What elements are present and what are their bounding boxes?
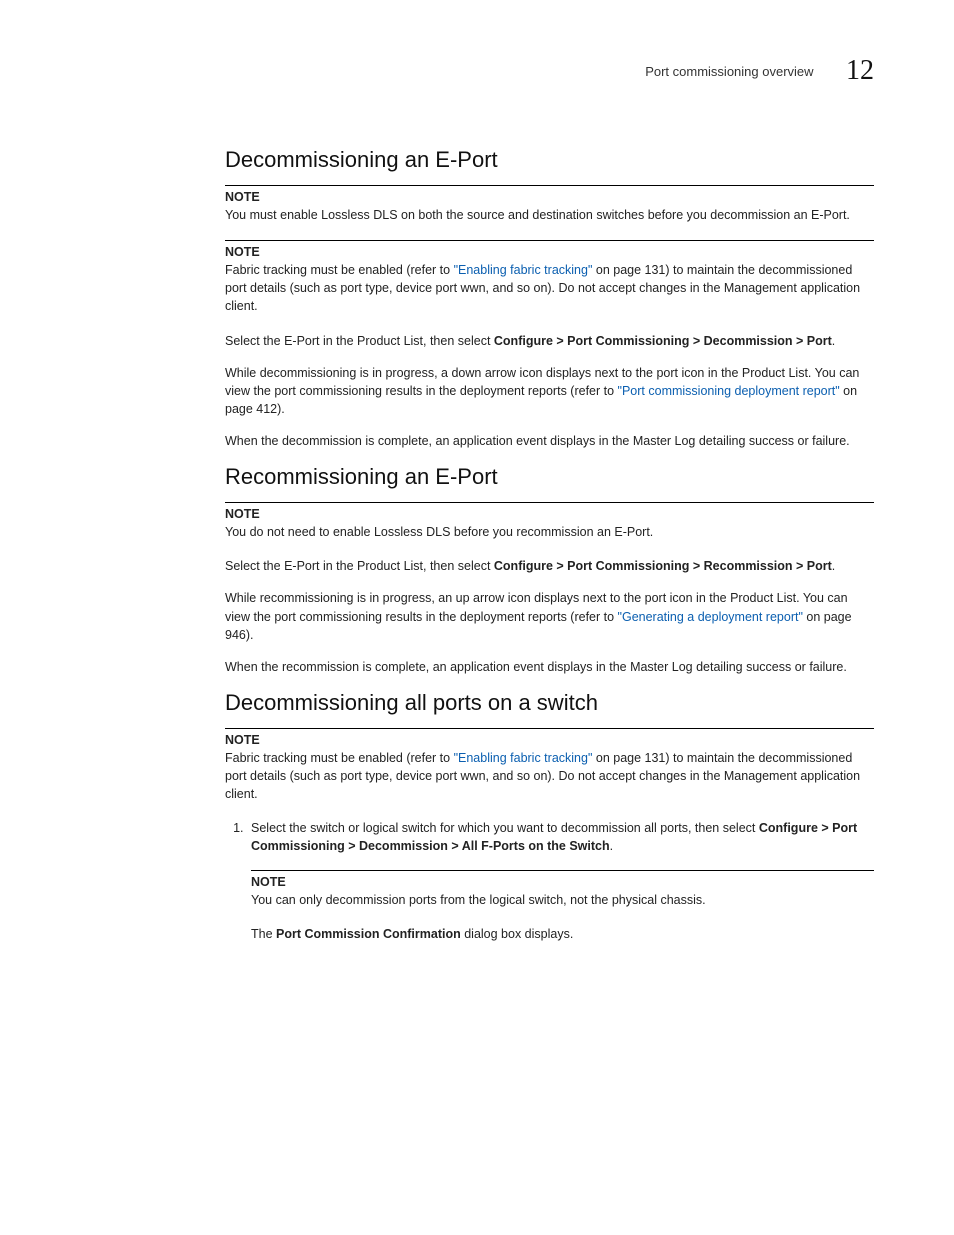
divider <box>251 870 874 871</box>
list-item: Select the switch or logical switch for … <box>247 819 874 855</box>
step-detail: NOTE You can only decommission ports fro… <box>251 870 874 943</box>
divider <box>225 185 874 186</box>
note-label: NOTE <box>225 507 874 521</box>
note-label: NOTE <box>225 733 874 747</box>
text-fragment: Fabric tracking must be enabled (refer t… <box>225 751 454 765</box>
note-label: NOTE <box>251 875 874 889</box>
heading-recommission-eport: Recommissioning an E-Port <box>225 464 874 490</box>
note-text: Fabric tracking must be enabled (refer t… <box>225 261 874 315</box>
paragraph: When the decommission is complete, an ap… <box>225 432 874 450</box>
divider <box>225 240 874 241</box>
paragraph: The Port Commission Confirmation dialog … <box>251 925 874 943</box>
divider <box>225 728 874 729</box>
page: Port commissioning overview 12 Decommiss… <box>0 0 954 1235</box>
paragraph: When the recommission is complete, an ap… <box>225 658 874 676</box>
text-fragment: dialog box displays. <box>461 927 574 941</box>
link-port-commissioning-report[interactable]: "Port commissioning deployment report" <box>618 384 840 398</box>
link-enabling-fabric-tracking[interactable]: "Enabling fabric tracking" <box>454 263 593 277</box>
ordered-list: Select the switch or logical switch for … <box>225 819 874 855</box>
divider <box>225 502 874 503</box>
menu-path: Configure > Port Commissioning > Decommi… <box>494 334 832 348</box>
paragraph: Select the E-Port in the Product List, t… <box>225 557 874 575</box>
paragraph: Select the E-Port in the Product List, t… <box>225 332 874 350</box>
note-block: NOTE You must enable Lossless DLS on bot… <box>225 185 874 224</box>
note-block: NOTE Fabric tracking must be enabled (re… <box>225 240 874 315</box>
text-fragment: The <box>251 927 276 941</box>
page-header: Port commissioning overview 12 <box>225 55 874 87</box>
paragraph: While decommissioning is in progress, a … <box>225 364 874 418</box>
note-text: You can only decommission ports from the… <box>251 891 874 909</box>
text-fragment: . <box>610 839 613 853</box>
link-generating-deployment-report[interactable]: "Generating a deployment report" <box>618 610 803 624</box>
note-label: NOTE <box>225 190 874 204</box>
text-fragment: Fabric tracking must be enabled (refer t… <box>225 263 454 277</box>
note-block: NOTE Fabric tracking must be enabled (re… <box>225 728 874 803</box>
paragraph: While recommissioning is in progress, an… <box>225 589 874 643</box>
note-block: NOTE You do not need to enable Lossless … <box>225 502 874 541</box>
link-enabling-fabric-tracking[interactable]: "Enabling fabric tracking" <box>454 751 593 765</box>
dialog-name: Port Commission Confirmation <box>276 927 461 941</box>
note-block: NOTE You can only decommission ports fro… <box>251 870 874 909</box>
chapter-number: 12 <box>846 55 874 87</box>
note-text: You do not need to enable Lossless DLS b… <box>225 523 874 541</box>
note-text: Fabric tracking must be enabled (refer t… <box>225 749 874 803</box>
text-fragment: . <box>832 334 835 348</box>
note-text: You must enable Lossless DLS on both the… <box>225 206 874 224</box>
text-fragment: Select the E-Port in the Product List, t… <box>225 559 494 573</box>
text-fragment: . <box>832 559 835 573</box>
menu-path: Configure > Port Commissioning > Recommi… <box>494 559 832 573</box>
header-title: Port commissioning overview <box>645 64 813 79</box>
heading-decommission-all-ports: Decommissioning all ports on a switch <box>225 690 874 716</box>
note-label: NOTE <box>225 245 874 259</box>
text-fragment: Select the E-Port in the Product List, t… <box>225 334 494 348</box>
text-fragment: Select the switch or logical switch for … <box>251 821 759 835</box>
heading-decommission-eport: Decommissioning an E-Port <box>225 147 874 173</box>
